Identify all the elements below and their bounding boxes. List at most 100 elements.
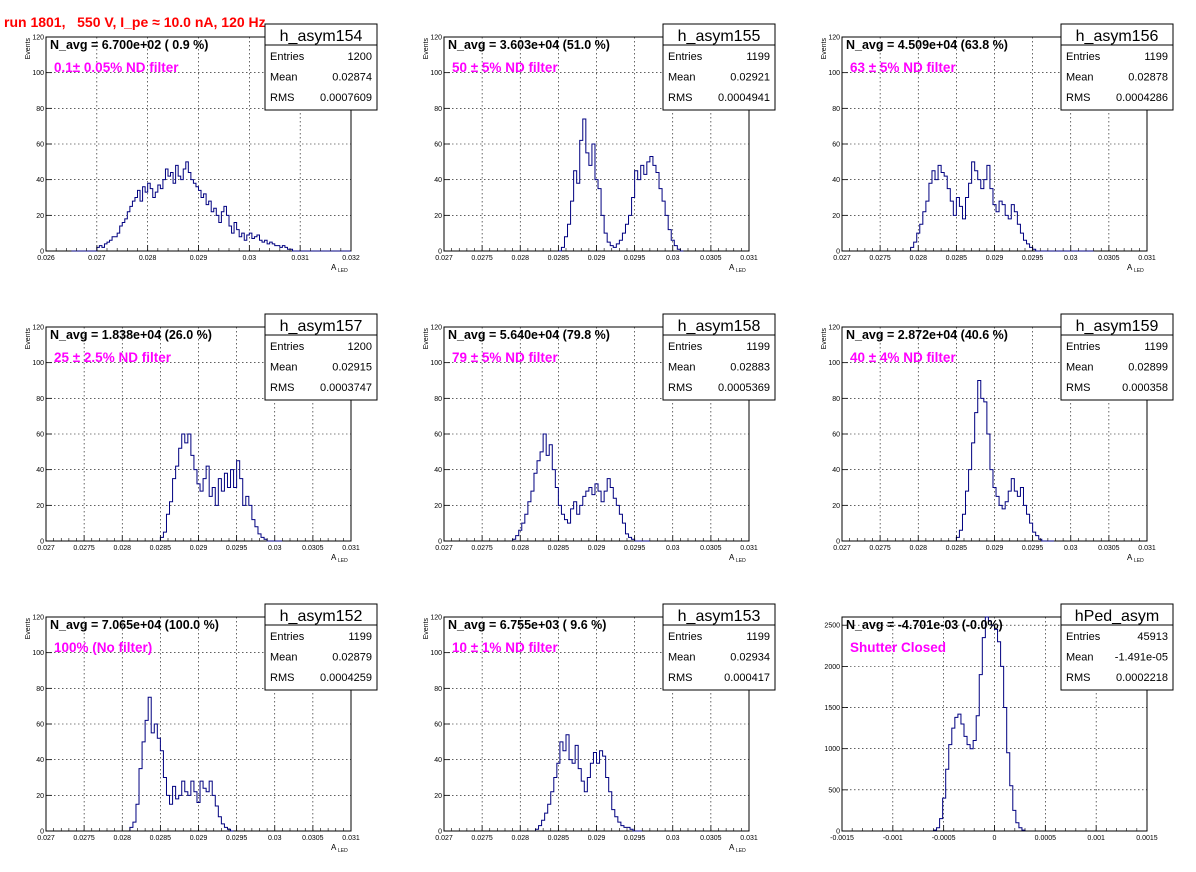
x-tick-label: 0.03 — [1064, 255, 1078, 262]
x-tick-label: 0.028 — [511, 255, 529, 262]
y-tick-label: 0 — [40, 829, 44, 836]
x-tick-label: 0.0305 — [700, 545, 722, 552]
stats-row-label: RMS — [668, 382, 692, 394]
stats-row-label: Entries — [668, 341, 703, 353]
stats-row-value: 0.02883 — [730, 362, 770, 374]
x-tick-label: 0.028 — [113, 835, 131, 842]
x-tick-label: 0.029 — [190, 255, 208, 262]
stats-box-title: h_asym156 — [1076, 28, 1159, 45]
x-tick-label: 0.0285 — [150, 835, 172, 842]
stats-row-value: 0.02934 — [730, 652, 770, 664]
x-tick-label: 0.0275 — [73, 545, 95, 552]
filter-label: 50 ± 5% ND filter — [452, 60, 558, 75]
histogram-panel-h_asym154: 0.026 0.027 0.028 0.029 0.03 0.031 0.032 0 20 40 6… — [25, 23, 378, 274]
y-tick-label: 0 — [40, 249, 44, 256]
x-tick-label: 0.03 — [268, 545, 282, 552]
y-tick-label: 120 — [828, 325, 840, 332]
stats-box-frame — [1060, 313, 1174, 401]
y-tick-label: 60 — [434, 142, 442, 149]
n-avg-label: N_avg = 4.509e+04 (63.8 %) — [846, 38, 1008, 52]
histogram-series-h_asym153 — [535, 734, 643, 832]
run-title: run 1801, 550 V, I_pe ≈ 10.0 nA, 120 Hz — [4, 14, 266, 30]
n-avg-label: N_avg = 3.603e+04 (51.0 %) — [448, 38, 610, 52]
y-tick-label: 20 — [434, 793, 442, 800]
stats-box: h_asym153 Entries 1199 Mean 0.02934 RMS 0.0004… — [662, 603, 776, 691]
stats-row-value: 1200 — [348, 341, 372, 353]
x-tick-label: 0.0305 — [302, 835, 324, 842]
x-tick-label: 0.0285 — [946, 545, 968, 552]
histogram-series-h_asym154 — [71, 161, 351, 252]
stats-row-label: Mean — [668, 362, 696, 374]
y-axis-title: Events — [821, 38, 828, 60]
y-tick-label: 40 — [36, 757, 44, 764]
stats-row-label: RMS — [668, 92, 692, 104]
stats-row-value: 1199 — [746, 631, 770, 643]
y-tick-label: 100 — [430, 70, 442, 77]
y-tick-label: 40 — [434, 757, 442, 764]
x-tick-label: 0.031 — [1138, 545, 1156, 552]
x-tick-label: 0.029 — [190, 835, 208, 842]
stats-row-label: RMS — [1066, 92, 1090, 104]
y-tick-label: 1500 — [824, 705, 840, 712]
x-tick-label: 0.028 — [139, 255, 157, 262]
x-axis-title-subscript: LED — [736, 848, 746, 854]
y-axis-title: Events — [423, 618, 430, 640]
stats-box: hPed_asym Entries 45913 Mean -1.491e-05 RMS 0.… — [1060, 603, 1174, 691]
histogram-panel-h_asym157: 0.027 0.0275 0.028 0.0285 0.029 0.0295 0.03 0.0… — [25, 313, 378, 564]
x-tick-label: 0 — [993, 835, 997, 842]
stats-row-value: 1199 — [348, 631, 372, 643]
filter-label: 100% (No filter) — [54, 640, 152, 655]
stats-row-label: RMS — [1066, 672, 1090, 684]
x-axis-title-subscript: LED — [736, 558, 746, 564]
stats-row-label: Mean — [270, 72, 298, 84]
y-tick-label: 120 — [430, 325, 442, 332]
x-tick-label: 0.0285 — [946, 255, 968, 262]
stats-box-frame — [264, 603, 378, 691]
stats-row-label: Mean — [1066, 72, 1094, 84]
filter-label: 25 ± 2.5% ND filter — [54, 350, 172, 365]
y-tick-label: 20 — [832, 213, 840, 220]
x-axis-title: A — [1127, 553, 1133, 562]
y-tick-label: 0 — [40, 539, 44, 546]
stats-row-value: 0.02878 — [1128, 72, 1168, 84]
x-tick-label: 0.0015 — [1136, 835, 1158, 842]
x-axis-title-subscript: LED — [338, 558, 348, 564]
x-tick-label: 0.0005 — [1035, 835, 1057, 842]
filter-label: Shutter Closed — [850, 640, 946, 655]
x-axis-title: A — [729, 843, 735, 852]
histogram-series-h_asym158 — [512, 433, 650, 542]
stats-box: h_asym158 Entries 1199 Mean 0.02883 RMS 0.0005… — [662, 313, 776, 401]
y-tick-label: 0 — [438, 829, 442, 836]
stats-row-label: Mean — [1066, 362, 1094, 374]
stats-row-label: Mean — [1066, 652, 1094, 664]
filter-label: 63 ± 5% ND filter — [850, 60, 956, 75]
y-axis-title: Events — [25, 38, 32, 60]
stats-row-label: Mean — [668, 72, 696, 84]
histogram-panel-h_asym153: 0.027 0.0275 0.028 0.0285 0.029 0.0295 0.03 0.0… — [423, 603, 776, 854]
y-axis-title: Events — [423, 328, 430, 350]
stats-box-frame — [264, 313, 378, 401]
stats-box-frame — [1060, 23, 1174, 111]
stats-row-label: Entries — [270, 341, 305, 353]
y-tick-label: 120 — [32, 325, 44, 332]
x-tick-label: 0.0295 — [226, 545, 248, 552]
histogram-series-h_asym157 — [159, 433, 283, 542]
x-tick-label: 0.0305 — [302, 545, 324, 552]
x-tick-label: 0.0295 — [624, 545, 646, 552]
x-tick-label: 0.026 — [37, 255, 55, 262]
n-avg-label: N_avg = 7.065e+04 (100.0 %) — [50, 618, 219, 632]
n-avg-label: N_avg = -4.701e-03 (-0.0%) — [846, 618, 1003, 632]
x-tick-label: 0.028 — [113, 545, 131, 552]
y-axis-title: Events — [821, 328, 828, 350]
y-tick-label: 60 — [832, 432, 840, 439]
y-tick-label: 100 — [32, 70, 44, 77]
stats-row-label: RMS — [270, 672, 294, 684]
filter-label: 40 ± 4% ND filter — [850, 350, 956, 365]
x-tick-label: 0.027 — [37, 545, 55, 552]
y-tick-label: 500 — [828, 787, 840, 794]
x-tick-label: 0.03 — [666, 545, 680, 552]
x-tick-label: 0.031 — [342, 835, 360, 842]
y-tick-label: 120 — [32, 615, 44, 622]
y-tick-label: 60 — [36, 142, 44, 149]
x-axis-title-subscript: LED — [1134, 558, 1144, 564]
